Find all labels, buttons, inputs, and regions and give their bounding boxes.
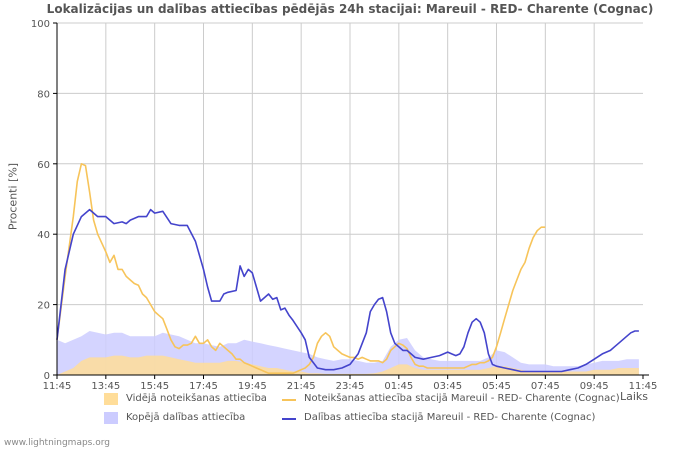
x-tick-label: 17:45 <box>189 381 218 392</box>
y-tick-label: 40 <box>37 230 50 241</box>
y-tick-label: 20 <box>37 301 50 312</box>
legend-label-avg-detection: Vidējā noteikšanas attiecība <box>126 393 267 404</box>
legend-label-total-participation: Kopējā dalības attiecība <box>126 412 246 423</box>
y-tick-label: 80 <box>37 89 50 100</box>
x-tick-label: 01:45 <box>384 381 413 392</box>
x-tick-label: 23:45 <box>336 381 365 392</box>
legend-label-station-detection: Noteikšanas attiecība stacijā Mareuil - … <box>304 393 620 404</box>
x-tick-label: 09:45 <box>580 381 609 392</box>
x-tick-label: 15:45 <box>140 381 169 392</box>
x-tick-label: 11:45 <box>43 381 72 392</box>
x-tick-label: 03:45 <box>433 381 462 392</box>
x-tick-label: 13:45 <box>91 381 120 392</box>
y-axis-label: Procenti [%] <box>6 162 20 231</box>
line-series-4 <box>56 208 639 373</box>
x-tick-label: 05:45 <box>482 381 511 392</box>
y-tick-label: 100 <box>31 19 50 30</box>
legend-swatch-total-participation <box>104 412 118 424</box>
legend-swatch-station-detection <box>282 399 296 401</box>
x-tick-label: 11:45 <box>629 381 658 392</box>
x-axis-label: Laiks <box>620 390 649 403</box>
y-tick-label: 0 <box>44 371 50 382</box>
area-series-2 <box>57 355 639 375</box>
y-tick-label: 60 <box>37 160 50 171</box>
x-tick-label: 21:45 <box>287 381 316 392</box>
legend-swatch-station-participation <box>282 418 296 420</box>
x-tick-label: 07:45 <box>531 381 560 392</box>
line-series-3 <box>56 163 546 374</box>
footer-source: www.lightningmaps.org <box>4 438 110 448</box>
legend-label-station-participation: Dalības attiecība stacijā Mareuil - RED-… <box>304 412 596 423</box>
legend-swatch-avg-detection <box>104 393 118 405</box>
x-tick-label: 19:45 <box>238 381 267 392</box>
chart-title: Lokalizācijas un dalības attiecības pēdē… <box>46 2 654 16</box>
